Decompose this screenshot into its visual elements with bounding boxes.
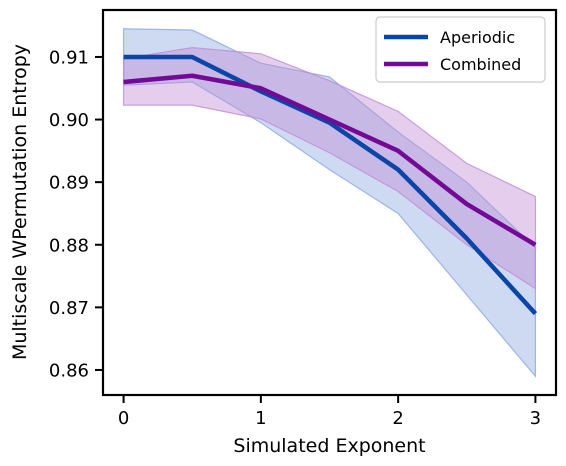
y-tick-label: 0.89 [49,173,89,194]
line-aperiodic [123,54,538,316]
y-tick-label: 0.88 [49,235,89,256]
axes: 0 1 2 3 0.86 0.87 0.88 0.89 0.90 0.91 [49,8,558,429]
y-tick-label: 0.91 [49,47,89,68]
y-axis-title: Multiscale WPermutation Entropy [9,44,31,360]
x-axis-title: Simulated Exponent [233,435,425,457]
band-combined [122,46,537,290]
x-tick-label: 1 [255,408,266,429]
legend-label-aperiodic: Aperiodic [440,28,515,47]
band-aperiodic [122,28,537,378]
confidence-bands [122,28,537,378]
y-tick-label: 0.87 [49,298,89,319]
x-tick-label: 3 [530,408,541,429]
x-tick-label: 2 [392,408,403,429]
legend: Aperiodic Combined [375,16,546,83]
line-combined [123,73,537,247]
series-lines [123,54,538,316]
x-tick-label: 0 [118,408,129,429]
y-tick-label: 0.90 [49,110,89,131]
legend-label-combined: Combined [440,55,521,74]
y-tick-label: 0.86 [49,360,89,381]
plot-frame [101,8,558,397]
